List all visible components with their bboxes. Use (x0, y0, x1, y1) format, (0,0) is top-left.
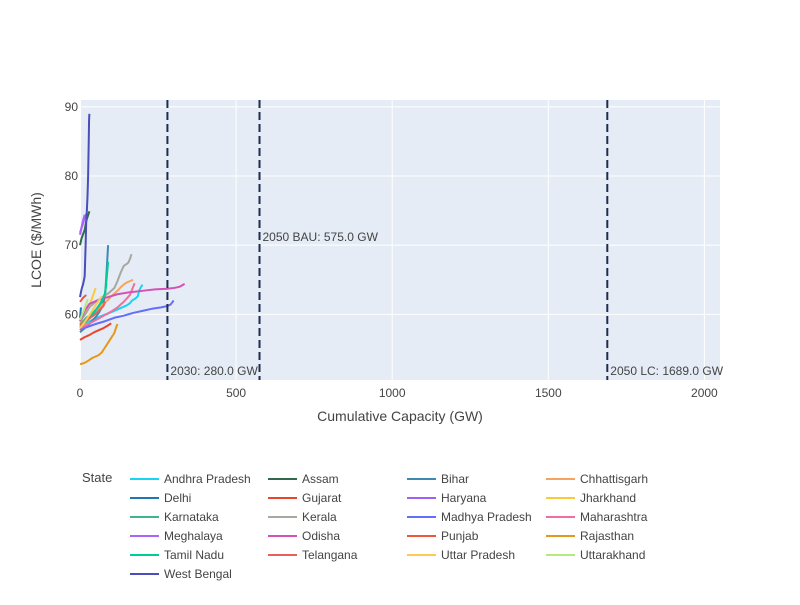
legend-label: Assam (302, 472, 339, 486)
legend-label: Odisha (302, 529, 340, 543)
x-tick-label: 500 (226, 386, 246, 400)
legend-item: Andhra Pradesh (130, 472, 251, 486)
legend-item: Meghalaya (130, 529, 223, 543)
x-tick-label: 1000 (379, 386, 406, 400)
legend-item: Telangana (268, 548, 358, 562)
y-tick-label: 70 (65, 238, 79, 252)
legend-item: Uttar Pradesh (407, 548, 515, 562)
x-tick-label: 0 (77, 386, 84, 400)
legend-label: Delhi (164, 491, 191, 505)
series-line-kerala (79, 253, 133, 322)
y-tick-label: 90 (65, 100, 79, 114)
series-line-maharashtra (79, 282, 136, 330)
series-line-assam (79, 211, 91, 246)
legend-item: Bihar (407, 472, 469, 486)
legend-label: Bihar (441, 472, 469, 486)
y-tick-label: 60 (65, 307, 79, 321)
series-line-uttarakhand (79, 298, 89, 321)
series-line-uttar-pradesh (79, 295, 103, 329)
series-line-west-bengal (79, 113, 91, 298)
legend-label: Meghalaya (164, 529, 223, 543)
legend-label: Gujarat (302, 491, 342, 505)
grid (79, 100, 720, 380)
y-tick-label: 80 (65, 169, 79, 183)
legend-label: Rajasthan (580, 529, 634, 543)
legend-item: Delhi (130, 491, 191, 505)
legend-label: Uttar Pradesh (441, 548, 515, 562)
series-line-gujarat (79, 322, 112, 341)
x-tick-label: 1500 (535, 386, 562, 400)
legend-item: Karnataka (130, 510, 219, 524)
series-line-meghalaya (79, 214, 86, 236)
legend-item: Maharashtra (546, 510, 648, 524)
series-line-delhi (79, 307, 82, 318)
legend-item: West Bengal (130, 567, 232, 581)
x-tick-label: 2000 (691, 386, 718, 400)
legend-title: State (82, 470, 112, 485)
legend-label: Karnataka (164, 510, 219, 524)
series-line-rajasthan (79, 323, 119, 366)
legend-label: Tamil Nadu (164, 548, 224, 562)
series-line-madhya-pradesh (79, 299, 175, 331)
legend-item: Punjab (407, 529, 479, 543)
legend: State Andhra Pradesh Assam Bihar Chhattisga… (82, 470, 648, 581)
legend-item: Odisha (268, 529, 340, 543)
series-line-punjab (79, 294, 87, 303)
axes: Cumulative Capacity (GW) LCOE ($/MWh) 0 5… (28, 100, 718, 424)
legend-item: Kerala (268, 510, 337, 524)
x-axis-label: Cumulative Capacity (GW) (317, 408, 483, 424)
plot-area (80, 100, 720, 380)
series-line-odisha (79, 283, 186, 322)
legend-label: Andhra Pradesh (164, 472, 251, 486)
y-axis-label: LCOE ($/MWh) (28, 192, 44, 288)
legend-label: West Bengal (164, 567, 232, 581)
legend-label: Maharashtra (580, 510, 648, 524)
reference-lines: 2030: 280.0 GW 2050 BAU: 575.0 GW 2050 LC:… (166, 100, 724, 380)
legend-label: Haryana (441, 491, 487, 505)
reference-line-label: 2050 LC: 1689.0 GW (610, 364, 723, 378)
legend-item: Madhya Pradesh (407, 510, 532, 524)
legend-label: Jharkhand (580, 491, 636, 505)
reference-line-label: 2050 BAU: 575.0 GW (263, 230, 379, 244)
reference-line-label: 2030: 280.0 GW (170, 364, 258, 378)
legend-label: Telangana (302, 548, 358, 562)
legend-label: Kerala (302, 510, 337, 524)
legend-item: Uttarakhand (546, 548, 645, 562)
legend-item: Chhattisgarh (546, 472, 648, 486)
legend-item: Tamil Nadu (130, 548, 224, 562)
legend-label: Chhattisgarh (580, 472, 648, 486)
legend-label: Uttarakhand (580, 548, 645, 562)
legend-item: Haryana (407, 491, 487, 505)
legend-item: Jharkhand (546, 491, 636, 505)
legend-label: Punjab (441, 529, 479, 543)
legend-label: Madhya Pradesh (441, 510, 532, 524)
legend-item: Gujarat (268, 491, 342, 505)
series-layer (79, 113, 186, 366)
legend-item: Assam (268, 472, 339, 486)
legend-item: Rajasthan (546, 529, 634, 543)
